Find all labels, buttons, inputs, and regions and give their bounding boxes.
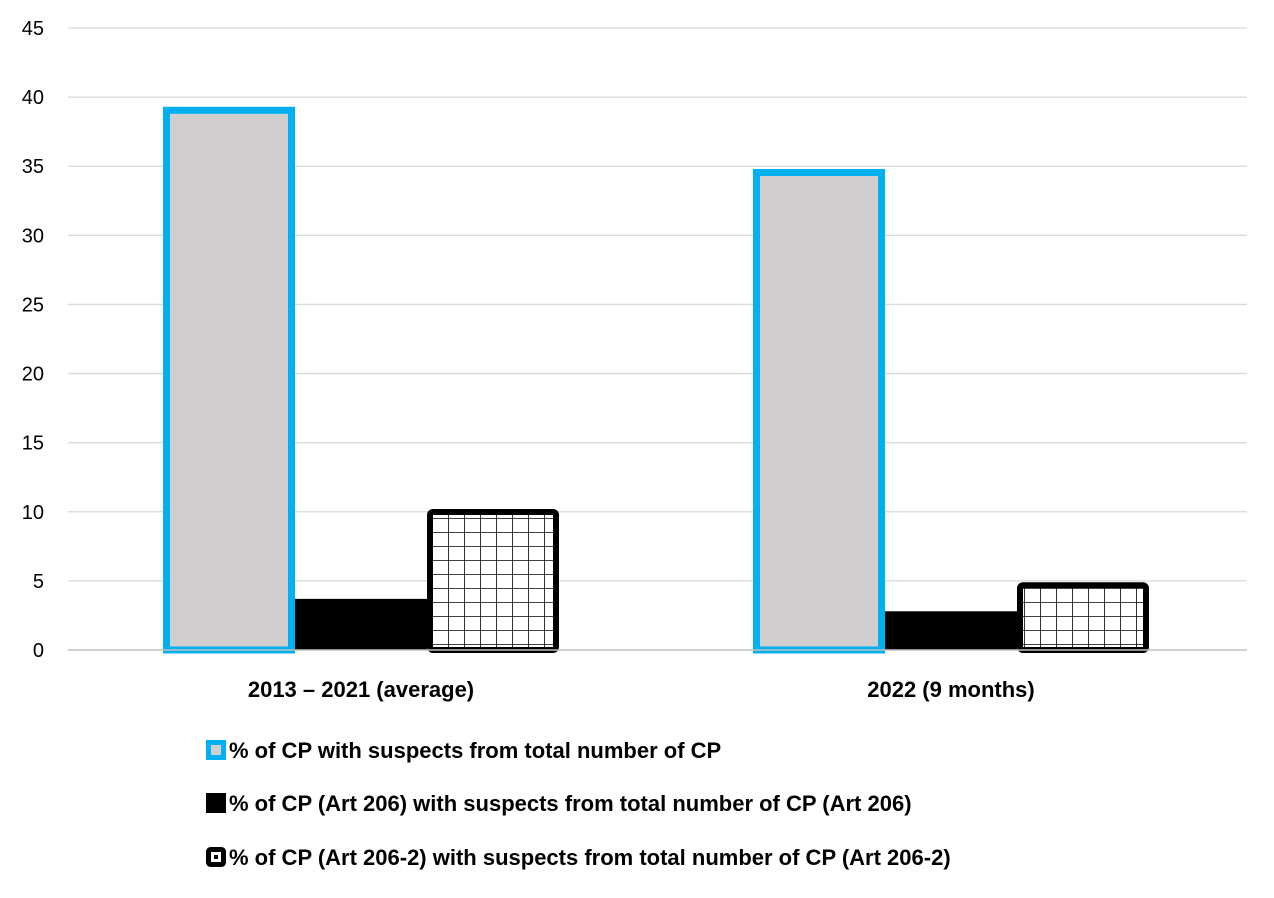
legend-item-1: % of CP with suspects from total number … — [206, 738, 721, 763]
legend-marker — [206, 793, 226, 813]
legend-marker — [206, 740, 226, 760]
x-category-label: 2022 (9 months) — [867, 677, 1035, 702]
bar-series-2-second-category — [885, 611, 1017, 650]
bar-series-3-first-category — [427, 509, 559, 653]
legend-item-3: % of CP (Art 206-2) with suspects from t… — [206, 845, 951, 870]
legend-label: % of CP (Art 206-2) with suspects from t… — [229, 845, 951, 870]
y-tick-label: 10 — [22, 502, 44, 524]
bars — [163, 106, 1149, 654]
y-tick-label: 40 — [22, 87, 44, 109]
x-axis-category-labels: 2013 – 2021 (average) 2022 (9 months) — [248, 677, 1035, 702]
y-tick-label: 45 — [22, 18, 44, 40]
legend-label: % of CP with suspects from total number … — [229, 738, 721, 763]
legend-label: % of CP (Art 206) with suspects from tot… — [229, 791, 912, 816]
y-tick-label: 5 — [33, 571, 44, 593]
bar-series-1-second-category — [753, 168, 885, 654]
x-category-label: 2013 – 2021 (average) — [248, 677, 474, 702]
y-tick-label: 15 — [22, 433, 44, 455]
y-tick-label: 30 — [22, 225, 44, 247]
legend-item-2: % of CP (Art 206) with suspects from tot… — [206, 791, 912, 816]
bar-series-1-first-category — [163, 106, 295, 654]
y-tick-label: 20 — [22, 364, 44, 386]
bar-series-2-first-category — [295, 598, 427, 650]
legend: % of CP with suspects from total number … — [206, 738, 951, 870]
legend-marker-detail — [214, 855, 218, 859]
y-tick-label: 0 — [33, 640, 44, 662]
y-tick-label: 35 — [22, 156, 44, 178]
y-tick-label: 25 — [22, 294, 44, 316]
y-axis-tick-labels: 0 5 10 15 20 25 30 35 40 45 — [22, 18, 44, 662]
bar-series-3-second-category — [1017, 582, 1149, 654]
